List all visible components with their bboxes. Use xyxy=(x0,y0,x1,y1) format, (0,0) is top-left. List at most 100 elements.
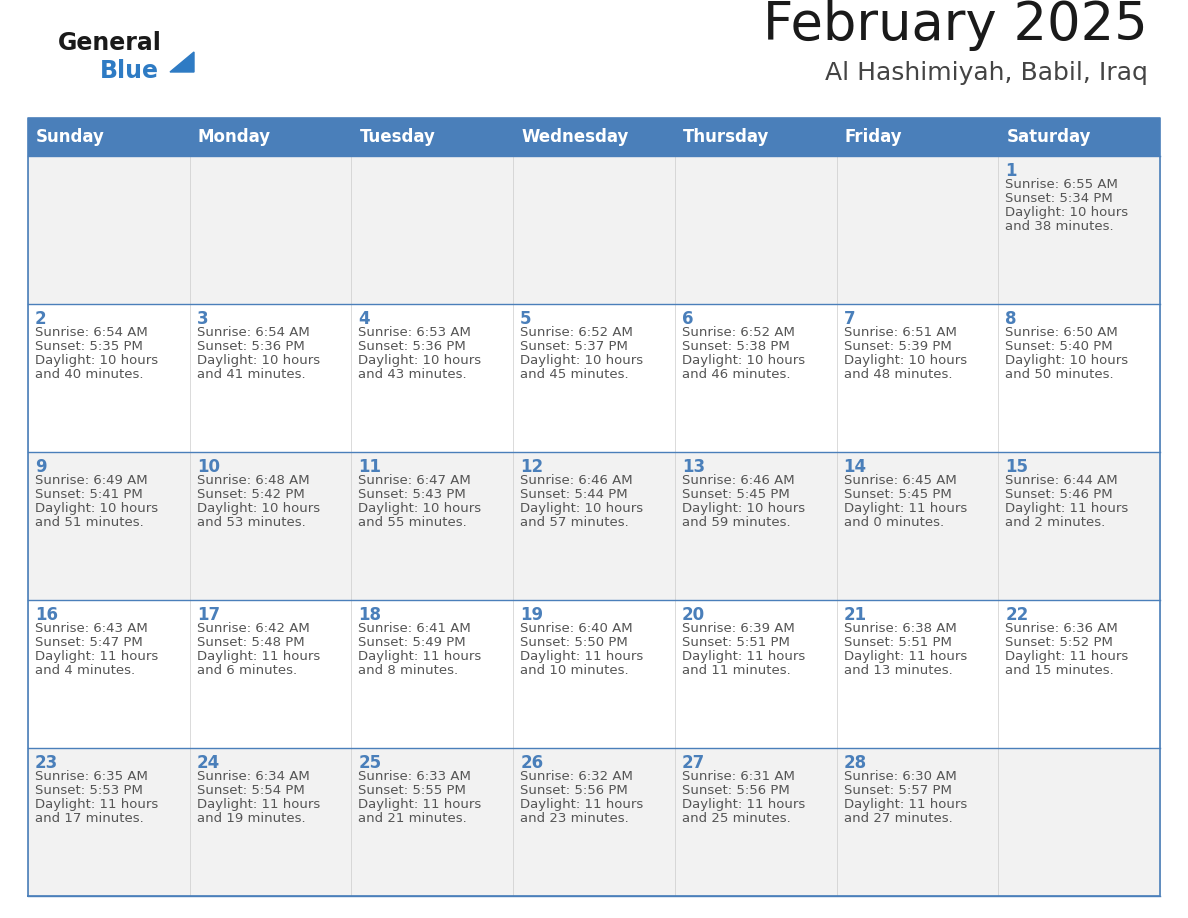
Text: Sunset: 5:53 PM: Sunset: 5:53 PM xyxy=(34,784,143,797)
Text: Daylight: 10 hours: Daylight: 10 hours xyxy=(359,502,481,515)
Text: Sunset: 5:50 PM: Sunset: 5:50 PM xyxy=(520,636,628,649)
Text: Daylight: 10 hours: Daylight: 10 hours xyxy=(197,354,320,367)
Text: 23: 23 xyxy=(34,754,58,772)
Text: Daylight: 10 hours: Daylight: 10 hours xyxy=(197,502,320,515)
Text: and 51 minutes.: and 51 minutes. xyxy=(34,516,144,529)
Text: 2: 2 xyxy=(34,310,46,328)
Text: Daylight: 11 hours: Daylight: 11 hours xyxy=(520,798,644,811)
Text: Sunrise: 6:54 AM: Sunrise: 6:54 AM xyxy=(34,326,147,339)
Text: Sunrise: 6:43 AM: Sunrise: 6:43 AM xyxy=(34,622,147,635)
Text: Sunset: 5:35 PM: Sunset: 5:35 PM xyxy=(34,340,143,353)
Text: Sunset: 5:45 PM: Sunset: 5:45 PM xyxy=(843,488,952,501)
Text: 14: 14 xyxy=(843,458,867,476)
Text: and 0 minutes.: and 0 minutes. xyxy=(843,516,943,529)
Text: and 21 minutes.: and 21 minutes. xyxy=(359,812,467,825)
Text: 3: 3 xyxy=(197,310,208,328)
Bar xyxy=(836,118,998,156)
Bar xyxy=(675,452,836,600)
Text: Sunrise: 6:30 AM: Sunrise: 6:30 AM xyxy=(843,770,956,783)
Text: Sunset: 5:40 PM: Sunset: 5:40 PM xyxy=(1005,340,1113,353)
Text: and 59 minutes.: and 59 minutes. xyxy=(682,516,790,529)
Text: Daylight: 10 hours: Daylight: 10 hours xyxy=(682,354,805,367)
Bar xyxy=(190,748,352,896)
Text: 26: 26 xyxy=(520,754,543,772)
Bar xyxy=(998,600,1159,748)
Text: and 6 minutes.: and 6 minutes. xyxy=(197,664,297,677)
Bar xyxy=(998,156,1159,304)
Text: Daylight: 10 hours: Daylight: 10 hours xyxy=(843,354,967,367)
Text: Sunset: 5:57 PM: Sunset: 5:57 PM xyxy=(843,784,952,797)
Bar xyxy=(190,600,352,748)
Text: Sunday: Sunday xyxy=(36,128,105,146)
Text: Sunset: 5:48 PM: Sunset: 5:48 PM xyxy=(197,636,304,649)
Bar xyxy=(29,452,190,600)
Text: Sunrise: 6:33 AM: Sunrise: 6:33 AM xyxy=(359,770,472,783)
Text: Daylight: 11 hours: Daylight: 11 hours xyxy=(197,798,320,811)
Text: Sunrise: 6:32 AM: Sunrise: 6:32 AM xyxy=(520,770,633,783)
Text: Sunset: 5:45 PM: Sunset: 5:45 PM xyxy=(682,488,790,501)
Text: and 46 minutes.: and 46 minutes. xyxy=(682,368,790,381)
Bar xyxy=(675,304,836,452)
Text: Sunrise: 6:46 AM: Sunrise: 6:46 AM xyxy=(520,474,633,487)
Text: Sunset: 5:36 PM: Sunset: 5:36 PM xyxy=(359,340,466,353)
Bar xyxy=(513,118,675,156)
Text: and 38 minutes.: and 38 minutes. xyxy=(1005,220,1114,233)
Text: Daylight: 10 hours: Daylight: 10 hours xyxy=(1005,354,1129,367)
Bar xyxy=(352,748,513,896)
Bar xyxy=(836,156,998,304)
Bar xyxy=(836,304,998,452)
Text: 22: 22 xyxy=(1005,606,1029,624)
Text: Daylight: 10 hours: Daylight: 10 hours xyxy=(359,354,481,367)
Text: Sunrise: 6:55 AM: Sunrise: 6:55 AM xyxy=(1005,178,1118,191)
Text: and 2 minutes.: and 2 minutes. xyxy=(1005,516,1106,529)
Text: Daylight: 10 hours: Daylight: 10 hours xyxy=(520,502,643,515)
Text: Sunset: 5:37 PM: Sunset: 5:37 PM xyxy=(520,340,628,353)
Text: Wednesday: Wednesday xyxy=(522,128,628,146)
Text: and 45 minutes.: and 45 minutes. xyxy=(520,368,628,381)
Text: Sunrise: 6:40 AM: Sunrise: 6:40 AM xyxy=(520,622,633,635)
Text: 13: 13 xyxy=(682,458,704,476)
Text: and 8 minutes.: and 8 minutes. xyxy=(359,664,459,677)
Text: Sunset: 5:42 PM: Sunset: 5:42 PM xyxy=(197,488,304,501)
Text: Sunrise: 6:38 AM: Sunrise: 6:38 AM xyxy=(843,622,956,635)
Text: 1: 1 xyxy=(1005,162,1017,180)
Text: 4: 4 xyxy=(359,310,369,328)
Text: Sunset: 5:47 PM: Sunset: 5:47 PM xyxy=(34,636,143,649)
Text: Sunrise: 6:35 AM: Sunrise: 6:35 AM xyxy=(34,770,147,783)
Text: Daylight: 10 hours: Daylight: 10 hours xyxy=(1005,206,1129,219)
Text: Sunset: 5:46 PM: Sunset: 5:46 PM xyxy=(1005,488,1113,501)
Bar xyxy=(29,304,190,452)
Text: and 19 minutes.: and 19 minutes. xyxy=(197,812,305,825)
Bar xyxy=(836,748,998,896)
Bar xyxy=(998,118,1159,156)
Text: Daylight: 11 hours: Daylight: 11 hours xyxy=(34,798,158,811)
Bar xyxy=(29,156,190,304)
Text: Sunrise: 6:45 AM: Sunrise: 6:45 AM xyxy=(843,474,956,487)
Text: Sunset: 5:39 PM: Sunset: 5:39 PM xyxy=(843,340,952,353)
Text: Sunset: 5:49 PM: Sunset: 5:49 PM xyxy=(359,636,466,649)
Text: Al Hashimiyah, Babil, Iraq: Al Hashimiyah, Babil, Iraq xyxy=(826,61,1148,85)
Text: Daylight: 11 hours: Daylight: 11 hours xyxy=(520,650,644,663)
Bar xyxy=(836,600,998,748)
Text: and 57 minutes.: and 57 minutes. xyxy=(520,516,628,529)
Text: Sunrise: 6:49 AM: Sunrise: 6:49 AM xyxy=(34,474,147,487)
Bar xyxy=(998,748,1159,896)
Text: Sunrise: 6:41 AM: Sunrise: 6:41 AM xyxy=(359,622,472,635)
Text: Daylight: 11 hours: Daylight: 11 hours xyxy=(359,650,481,663)
Text: 7: 7 xyxy=(843,310,855,328)
Text: Daylight: 11 hours: Daylight: 11 hours xyxy=(682,650,805,663)
Text: and 23 minutes.: and 23 minutes. xyxy=(520,812,628,825)
Text: and 48 minutes.: and 48 minutes. xyxy=(843,368,952,381)
Bar xyxy=(190,304,352,452)
Text: and 10 minutes.: and 10 minutes. xyxy=(520,664,628,677)
Text: 16: 16 xyxy=(34,606,58,624)
Text: Daylight: 11 hours: Daylight: 11 hours xyxy=(359,798,481,811)
Text: and 25 minutes.: and 25 minutes. xyxy=(682,812,790,825)
Polygon shape xyxy=(170,52,194,72)
Text: 21: 21 xyxy=(843,606,867,624)
Text: Daylight: 11 hours: Daylight: 11 hours xyxy=(843,798,967,811)
Text: 28: 28 xyxy=(843,754,867,772)
Text: Sunrise: 6:47 AM: Sunrise: 6:47 AM xyxy=(359,474,472,487)
Bar xyxy=(513,452,675,600)
Text: Sunrise: 6:54 AM: Sunrise: 6:54 AM xyxy=(197,326,309,339)
